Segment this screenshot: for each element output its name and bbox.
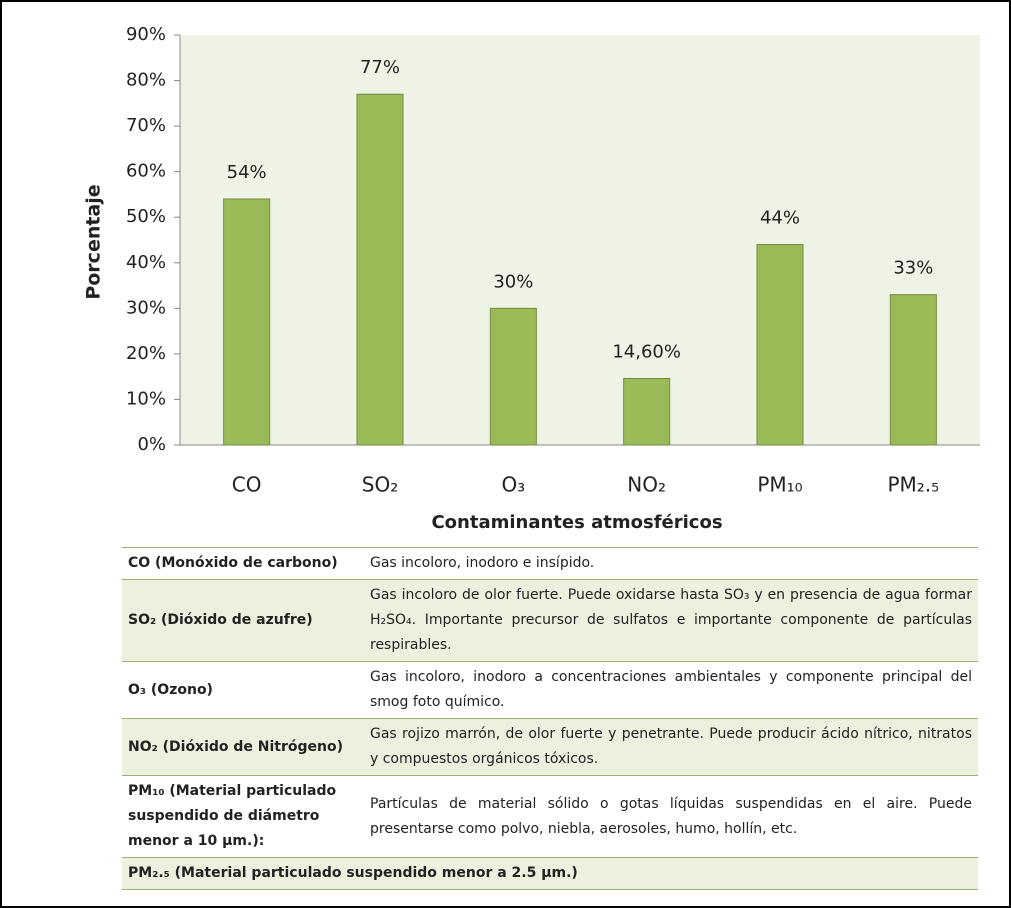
- y-tick-label: 60%: [126, 161, 166, 182]
- table-row: CO (Monóxido de carbono) Gas incoloro, in…: [122, 547, 978, 580]
- bar: [356, 93, 404, 446]
- value-label: 33%: [893, 258, 933, 279]
- description-cell: Partículas de material sólido o gotas lí…: [364, 775, 978, 858]
- bar: [756, 244, 804, 446]
- description-cell: Gas incoloro, inodoro a concentraciones …: [364, 661, 978, 719]
- table: CO (Monóxido de carbono) Gas incoloro, in…: [122, 547, 978, 890]
- table-row: PM₂.₅ (Material particulado suspendido m…: [122, 857, 978, 890]
- x-tick-label: SO₂: [362, 473, 398, 497]
- x-tick-label: PM₁₀: [757, 473, 802, 497]
- y-tick-label: 80%: [126, 70, 166, 91]
- description-cell: Gas incoloro, inodoro e insípido.: [364, 547, 978, 580]
- y-tick-label: 0%: [137, 434, 166, 455]
- chart: Porcentaje Contaminantes atmosféricos 0%…: [83, 24, 980, 533]
- description-cell: Gas incoloro de olor fuerte. Puede oxida…: [364, 579, 978, 662]
- y-tick-label: 10%: [126, 388, 166, 409]
- y-tick-label: 30%: [126, 297, 166, 318]
- value-label: 54%: [227, 162, 267, 183]
- term-cell: CO (Monóxido de carbono): [122, 547, 364, 580]
- term-cell: PM₁₀ (Material particulado suspendido de…: [122, 775, 364, 858]
- y-tick-label: 90%: [126, 24, 166, 45]
- table-row: SO₂ (Dióxido de azufre) Gas incoloro de o…: [122, 579, 978, 662]
- term-cell: O₃ (Ozono): [122, 661, 364, 719]
- value-label: 77%: [360, 57, 400, 78]
- x-tick-label: O₃: [501, 473, 525, 497]
- y-axis-title: Porcentaje: [83, 184, 105, 299]
- bar: [889, 294, 937, 446]
- bar: [223, 198, 271, 446]
- y-tick-label: 70%: [126, 115, 166, 136]
- table-row: PM₁₀ (Material particulado suspendido de…: [122, 775, 978, 858]
- table-row: O₃ (Ozono) Gas incoloro, inodoro a concen…: [122, 661, 978, 719]
- value-label: 44%: [760, 208, 800, 229]
- value-label: 14,60%: [612, 341, 681, 362]
- value-label: 30%: [493, 271, 533, 292]
- bar: [489, 307, 537, 446]
- y-tick-label: 20%: [126, 343, 166, 364]
- y-tick-label: 40%: [126, 252, 166, 273]
- term-cell: SO₂ (Dióxido de azufre): [122, 579, 364, 662]
- plot-area: [180, 35, 980, 445]
- description-cell: Gas rojizo marrón, de olor fuerte y pene…: [364, 718, 978, 776]
- x-tick-label: NO₂: [627, 473, 666, 497]
- y-tick-label: 50%: [126, 206, 166, 227]
- x-tick-label: CO: [232, 473, 262, 497]
- x-tick-label: PM₂.₅: [887, 473, 939, 497]
- table-row: NO₂ (Dióxido de Nitrógeno) Gas rojizo mar…: [122, 718, 978, 776]
- term-cell: NO₂ (Dióxido de Nitrógeno): [122, 718, 364, 776]
- bar: [623, 377, 671, 446]
- x-axis-title: Contaminantes atmosféricos: [431, 512, 722, 533]
- term-cell: PM₂.₅ (Material particulado suspendido m…: [122, 857, 978, 890]
